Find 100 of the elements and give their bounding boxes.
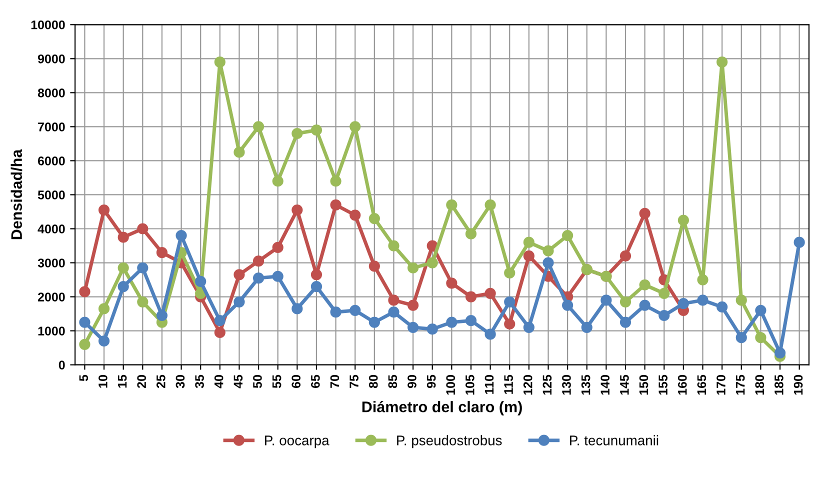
point (176, 230, 187, 242)
x-tick-label: 170 (716, 375, 726, 395)
point (755, 332, 766, 344)
point (794, 236, 805, 248)
point (465, 291, 477, 302)
point (736, 294, 747, 306)
y-axis-title: Densidad/ha (10, 149, 22, 240)
point (620, 296, 632, 308)
x-tick-label: 125 (542, 374, 552, 395)
point (272, 242, 284, 254)
point (697, 274, 708, 286)
x-tick-label: 20 (137, 375, 146, 388)
x-tick-label: 80 (368, 375, 378, 388)
x-tick-label: 55 (272, 374, 282, 388)
point (639, 279, 650, 290)
x-tick-label: 50 (253, 375, 262, 388)
point (234, 269, 245, 280)
point (234, 296, 245, 308)
point (79, 286, 90, 298)
point (562, 230, 574, 242)
point (484, 199, 496, 210)
point (678, 298, 689, 310)
point (98, 335, 110, 347)
point (426, 257, 438, 268)
point (137, 262, 148, 274)
point (446, 199, 458, 210)
x-tick-label: 160 (678, 375, 687, 395)
x-tick-label: 25 (156, 374, 166, 388)
point (736, 332, 747, 344)
point (98, 204, 110, 216)
point (407, 300, 419, 311)
point (137, 223, 148, 234)
point (484, 288, 496, 299)
y-tick-label: 5000 (38, 190, 65, 200)
point (368, 260, 380, 272)
x-tick-label: 150 (639, 375, 648, 395)
legend-label: P. tecunumanii (570, 435, 658, 446)
point (523, 250, 534, 262)
point (523, 236, 534, 248)
point (368, 316, 380, 328)
point (465, 228, 477, 240)
point (407, 262, 419, 274)
x-tick-label: 45 (234, 374, 243, 388)
x-tick-label: 35 (195, 374, 204, 388)
point (137, 296, 148, 308)
point (234, 146, 245, 158)
x-tick-label: 40 (214, 375, 224, 388)
point (292, 303, 303, 314)
x-tick-label: 30 (176, 375, 185, 388)
point (716, 301, 728, 313)
x-tick-label: 155 (658, 374, 668, 395)
y-tick-label: 9000 (38, 54, 65, 64)
y-tick-label: 4000 (38, 224, 65, 234)
point (272, 270, 284, 282)
point (350, 121, 361, 132)
point (252, 121, 264, 132)
point (639, 300, 650, 311)
x-tick-label: 15 (118, 374, 127, 388)
point (658, 288, 670, 299)
point (79, 338, 90, 350)
point (195, 276, 206, 288)
y-tick-label: 3000 (38, 258, 65, 268)
point (446, 278, 458, 289)
point (118, 262, 129, 274)
y-tick-label: 0 (58, 360, 65, 370)
point (350, 304, 361, 316)
x-tick-label: 85 (388, 374, 398, 388)
legend-label: P. pseudostrobus (397, 435, 502, 448)
point (600, 294, 612, 306)
y-tick-label: 8000 (38, 88, 65, 98)
point (252, 256, 264, 267)
x-tick-label: 60 (292, 375, 301, 388)
point (504, 318, 516, 330)
x-tick-label: 5 (79, 374, 88, 382)
x-tick-label: 100 (446, 375, 456, 395)
point (620, 316, 632, 328)
x-axis-title: Diámetro del claro (m) (362, 400, 522, 416)
point (330, 306, 342, 318)
point (272, 176, 284, 187)
point (523, 322, 534, 333)
y-tick-label: 6000 (38, 156, 65, 166)
point (755, 304, 766, 316)
point (98, 303, 110, 314)
point (118, 281, 129, 292)
point (330, 199, 342, 210)
x-tick-label: 95 (426, 374, 436, 388)
point (465, 315, 477, 326)
point (716, 56, 728, 68)
point (79, 316, 90, 328)
y-tick-label: 10000 (31, 20, 65, 30)
x-tick-label: 180 (755, 375, 764, 395)
point (292, 128, 303, 140)
point (330, 176, 342, 187)
point (310, 124, 322, 136)
point (214, 326, 226, 338)
point (310, 269, 322, 280)
point (678, 214, 689, 226)
x-tick-label: 135 (581, 374, 590, 395)
point (620, 250, 632, 262)
point (562, 300, 574, 311)
